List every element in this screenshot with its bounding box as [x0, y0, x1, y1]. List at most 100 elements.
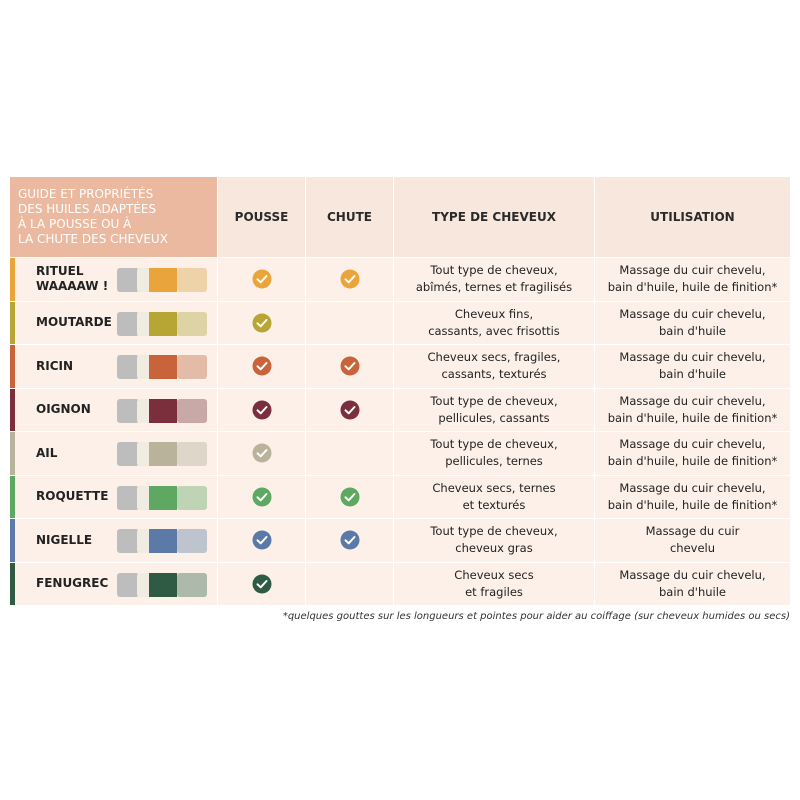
utilisation-line: bain d'huile: [659, 584, 726, 599]
row-name-cell: AIL: [10, 432, 217, 475]
check-mark: [344, 492, 355, 502]
column-header-text: TYPE DE CHEVEUX: [432, 210, 556, 224]
utilisation-cell: Massage du cuir chevelu, bain d'huile: [595, 301, 790, 344]
utilisation-line: Massage du cuir chevelu,: [619, 263, 766, 278]
check-circle: [340, 400, 359, 420]
product-image: [117, 485, 207, 510]
check-mark: [344, 536, 355, 545]
check-circle: [340, 487, 359, 507]
check-icon: [340, 530, 359, 550]
check-mark: [344, 362, 355, 371]
bottle-label: [149, 355, 177, 379]
bottle-cap: [117, 442, 139, 466]
type-line: et texturés: [462, 497, 526, 512]
utilisation-line: bain d'huile: [659, 323, 726, 338]
type-line: cassants, texturés: [441, 367, 547, 382]
product-image: [117, 355, 207, 379]
utilisation-line: Massage du cuir chevelu,: [619, 567, 766, 582]
check-mark: [256, 362, 267, 371]
check-mark: [256, 449, 267, 458]
type-cell: Tout type de cheveux, cheveux gras: [394, 519, 594, 562]
bottle-cap: [117, 311, 139, 336]
check-icon: [252, 530, 271, 550]
row-color-bar: [10, 475, 15, 518]
pousse-cell: [218, 345, 305, 388]
utilisation-line: Massage du cuir chevelu,: [619, 350, 766, 365]
check-circle: [252, 574, 271, 594]
check-circle: [252, 269, 271, 289]
type-cell: Cheveux secs, ternes et texturés: [394, 475, 594, 518]
row-name: NIGELLE: [36, 532, 93, 547]
column-header-text: UTILISATION: [650, 210, 735, 224]
column-header: CHUTE: [306, 177, 393, 257]
row-color-bar: [10, 562, 15, 605]
pousse-cell: [218, 519, 305, 562]
check-circle: [340, 269, 359, 289]
check-icon: [252, 356, 271, 376]
utilisation-line: bain d'huile, huile de finition*: [607, 280, 778, 295]
column-header: POUSSE: [218, 177, 305, 257]
utilisation-line: bain d'huile, huile de finition*: [607, 454, 778, 469]
bottle-label: [149, 268, 177, 292]
row-name-cell: ROQUETTE: [10, 475, 217, 518]
check-mark: [256, 579, 267, 589]
check-circle: [252, 487, 271, 507]
row-name-cell: FENUGREC: [10, 562, 217, 605]
check-circle: [252, 313, 271, 333]
bottle-cap: [117, 355, 139, 379]
type-line: Tout type de cheveux,: [430, 437, 558, 452]
check-mark: [344, 405, 355, 415]
check-icon: [340, 269, 359, 289]
pousse-cell: [218, 258, 305, 301]
type-line: Cheveux secs, ternes: [432, 480, 556, 495]
product-image: [117, 398, 207, 423]
row-color-bar: [10, 432, 15, 475]
row-color-bar: [10, 301, 15, 344]
title-line: À LA POUSSE OU À: [18, 217, 132, 231]
check-circle: [252, 443, 271, 463]
bottle-tint: [177, 398, 207, 423]
bottle-label: [149, 311, 177, 336]
product-image: [117, 311, 207, 336]
type-line: Cheveux secs, fragiles,: [427, 350, 561, 365]
utilisation-line: Massage du cuir chevelu,: [619, 306, 766, 321]
bottle-cap: [117, 485, 139, 510]
check-icon: [252, 269, 271, 289]
chute-cell: [306, 562, 393, 605]
row-name: WAAAAW !: [36, 279, 109, 294]
utilisation-line: bain d'huile: [659, 367, 726, 382]
row-name-cell: NIGELLE: [10, 519, 217, 562]
bottle-tint: [177, 268, 207, 292]
check-mark: [256, 536, 267, 545]
utilisation-line: Massage du cuir chevelu,: [619, 480, 766, 495]
check-icon: [340, 487, 359, 507]
type-cell: Tout type de cheveux, abîmés, ternes et f…: [394, 258, 594, 301]
bottle-cap: [117, 398, 139, 423]
utilisation-line: Massage du cuir chevelu,: [619, 393, 766, 408]
row-color-bar: [10, 345, 15, 388]
type-line: Tout type de cheveux,: [430, 263, 558, 278]
column-header: TYPE DE CHEVEUX: [394, 177, 594, 257]
chute-cell: [306, 388, 393, 431]
bottle-cap: [117, 572, 139, 597]
chute-cell: [306, 345, 393, 388]
type-line: Cheveux fins,: [454, 306, 534, 321]
row-color-bar: [10, 258, 15, 301]
pousse-cell: [218, 562, 305, 605]
row-color-bar: [10, 388, 15, 431]
bottle-label: [149, 398, 177, 423]
utilisation-cell: Massage du cuir chevelu, bain d'huile, hu…: [595, 258, 790, 301]
utilisation-cell: Massage du cuir chevelu, bain d'huile, hu…: [595, 388, 790, 431]
type-line: Tout type de cheveux,: [430, 393, 558, 408]
utilisation-cell: Massage du cuir chevelu, bain d'huile: [595, 345, 790, 388]
row-name-cell: RICIN: [10, 345, 217, 388]
check-mark: [256, 275, 267, 284]
check-circle: [340, 530, 359, 550]
check-icon: [340, 356, 359, 376]
type-line: Cheveux secs: [454, 567, 534, 582]
bottle-tint: [177, 442, 207, 466]
check-circle: [252, 356, 271, 376]
type-cell: Tout type de cheveux, pellicules, cassant…: [394, 388, 594, 431]
row-name: RICIN: [36, 358, 74, 373]
